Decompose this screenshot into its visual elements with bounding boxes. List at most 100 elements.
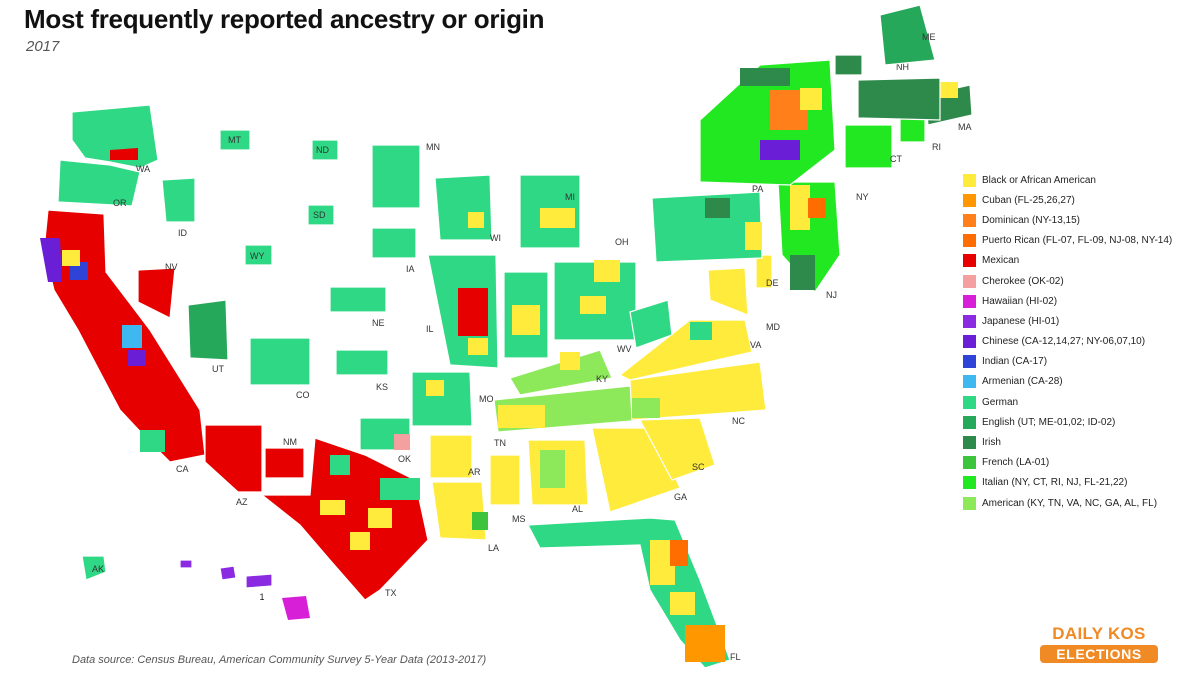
state-label-tx: TX <box>385 588 397 598</box>
legend-item: Irish <box>963 432 1172 452</box>
district-patch-black <box>745 222 762 250</box>
state-label-nm: NM <box>283 437 297 447</box>
state-shape-wy <box>244 244 273 266</box>
state-label-il: IL <box>426 324 434 334</box>
legend-swatch <box>963 375 976 389</box>
state-label-ut: UT <box>212 364 224 374</box>
state-in: IN <box>503 271 557 374</box>
district-patch-black <box>594 260 620 282</box>
district-patch-german <box>140 430 165 452</box>
district-patch-cuban <box>685 625 725 662</box>
state-nm: NM <box>264 437 305 479</box>
state-shape-co <box>249 337 311 386</box>
map-subtitle: 2017 <box>26 38 60 55</box>
district-patch-chinese <box>40 238 62 282</box>
state-label-or: OR <box>113 198 127 208</box>
state-nj: NJ <box>777 181 841 300</box>
district-patch-dominican <box>770 90 808 130</box>
state-ak: AK <box>81 555 107 581</box>
state-label-ga: GA <box>674 492 687 502</box>
district-patch-mexican <box>458 288 488 336</box>
state-label-ma: MA <box>958 122 972 132</box>
state-id: ID <box>161 177 196 238</box>
state-nh: NH <box>857 62 941 121</box>
state-shape-id <box>161 177 196 223</box>
state-label-pa: PA <box>752 184 763 194</box>
state-label-nv: NV <box>165 262 178 272</box>
state-shape-nh <box>857 77 941 121</box>
state-sc: SC <box>639 417 716 481</box>
state-wy: WY <box>244 244 273 266</box>
legend-swatch <box>963 355 976 369</box>
state-va: VA <box>618 319 761 381</box>
district-patch-black <box>512 305 540 335</box>
state-shape-sc <box>639 417 716 481</box>
state-mt: MT <box>219 129 251 151</box>
district-patch-german <box>690 322 712 340</box>
legend-item: Chinese (CA-12,14,27; NY-06,07,10) <box>963 332 1172 352</box>
legend-label: English (UT; ME-01,02; ID-02) <box>982 416 1116 428</box>
state-label-ks: KS <box>376 382 388 392</box>
state-shape-hi-2 <box>219 565 237 581</box>
state-shape-pa <box>651 191 763 263</box>
state-shape-ak <box>81 555 107 581</box>
state-shape-sd <box>307 204 335 226</box>
state-label-ne: NE <box>372 318 385 328</box>
legend-label: Armenian (CA-28) <box>982 376 1063 388</box>
state-wv: WV <box>617 299 673 354</box>
state-shape-me <box>879 4 936 66</box>
state-label-ok: OK <box>398 454 411 464</box>
legend-swatch <box>963 415 976 429</box>
state-shape-ms <box>489 454 521 506</box>
state-shape-ri <box>899 117 926 143</box>
legend-swatch <box>963 476 976 490</box>
state-label-ar: AR <box>468 467 481 477</box>
state-shape-ct <box>844 124 893 169</box>
state-or: OR <box>57 159 141 208</box>
district-patch-puerto-rican <box>808 198 826 218</box>
state-label-sc: SC <box>692 462 705 472</box>
state-me: ME <box>879 4 936 66</box>
state-shape-nv <box>137 267 176 319</box>
district-patch-black <box>560 352 580 370</box>
district-patch-black <box>540 208 575 228</box>
state-shape-or <box>57 159 141 207</box>
state-hi: 1 <box>179 559 310 620</box>
state-label-wi: WI <box>490 233 501 243</box>
state-label-ky: KY <box>596 374 608 384</box>
state-shape-hi-1 <box>179 559 193 569</box>
state-co: CO <box>249 337 311 400</box>
district-patch-black <box>800 88 822 110</box>
legend-label: Cherokee (OK-02) <box>982 275 1064 287</box>
state-shape-mt <box>219 129 251 151</box>
state-shape-mn <box>371 144 421 209</box>
district-patch-chinese <box>128 350 146 366</box>
legend-swatch <box>963 314 976 328</box>
district-patch-puerto-rican <box>670 540 688 566</box>
district-patch-irish <box>705 198 730 218</box>
legend-label: Hawaiian (HI-02) <box>982 295 1058 307</box>
legend-label: Italian (NY, CT, RI, NJ, FL-21,22) <box>982 477 1128 489</box>
state-fl: FL <box>527 517 741 669</box>
district-patch-black <box>320 500 345 515</box>
data-source-note: Data source: Census Bureau, American Com… <box>72 654 487 666</box>
state-nd: ND <box>311 139 339 161</box>
state-nv: NV <box>137 262 178 319</box>
state-label-mn: MN <box>426 142 440 152</box>
legend-label: Japanese (HI-01) <box>982 315 1060 327</box>
state-ks: KS <box>335 349 389 392</box>
state-shape-va <box>618 319 753 381</box>
state-ky: KY <box>509 349 613 396</box>
state-ut: UT <box>187 299 229 374</box>
legend-item: Armenian (CA-28) <box>963 372 1172 392</box>
legend-swatch <box>963 254 976 268</box>
state-label-tn: TN <box>494 438 506 448</box>
legend-label: Indian (CA-17) <box>982 356 1048 368</box>
state-label-nj: NJ <box>826 290 837 300</box>
district-patch-black <box>468 212 484 228</box>
state-label-ak: AK <box>92 564 104 574</box>
district-patch-black <box>580 296 606 314</box>
state-shape-de <box>755 254 773 289</box>
district-patch-black <box>426 380 444 396</box>
state-ok: OK <box>359 417 411 464</box>
